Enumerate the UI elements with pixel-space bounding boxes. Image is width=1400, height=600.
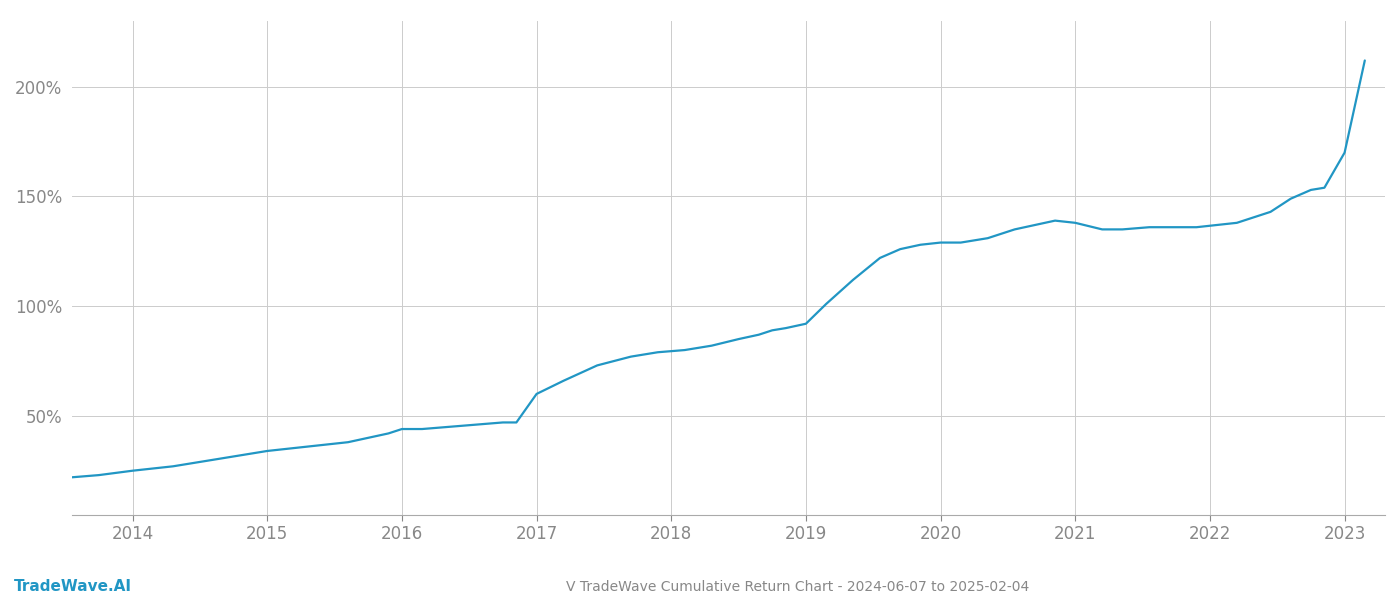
Text: V TradeWave Cumulative Return Chart - 2024-06-07 to 2025-02-04: V TradeWave Cumulative Return Chart - 20… <box>567 580 1029 594</box>
Text: TradeWave.AI: TradeWave.AI <box>14 579 132 594</box>
